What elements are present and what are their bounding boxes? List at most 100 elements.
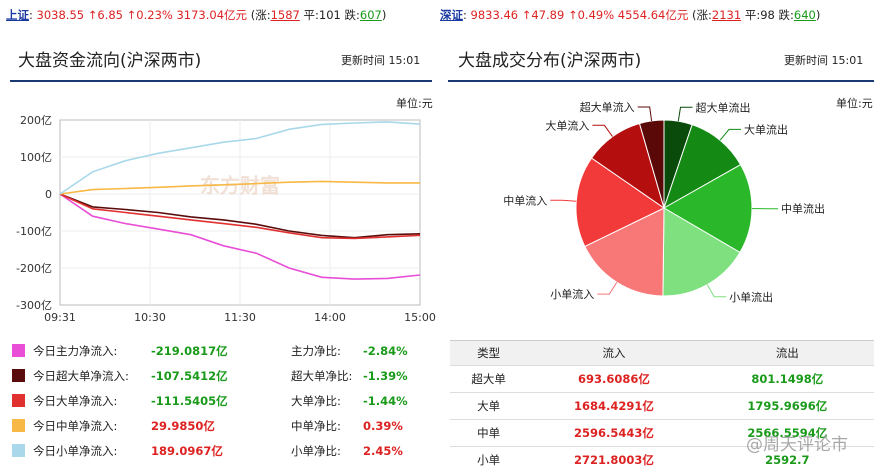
sh-up-label: 涨: xyxy=(255,8,270,22)
sh-up-count[interactable]: 1587 xyxy=(271,8,300,22)
sh-flat-label: 平: xyxy=(304,8,319,22)
legend-swatch xyxy=(12,344,25,357)
legend-swatch xyxy=(12,419,25,432)
sh-flat-count: 101 xyxy=(319,8,341,22)
fund-flow-update: 更新时间 15:01 xyxy=(341,52,420,68)
pie-leader-line xyxy=(550,200,576,201)
legend-ratio-value: 0.39% xyxy=(363,419,403,433)
table-row: 超大单 693.6086亿 801.1498亿 xyxy=(450,366,874,393)
sz-down-label: 跌: xyxy=(779,8,794,22)
fund-flow-title: 大盘资金流向(沪深两市) xyxy=(18,46,201,71)
legend-value: -111.5405亿 xyxy=(151,393,291,409)
y-tick-label: 200亿 xyxy=(20,114,52,127)
update-time: 15:01 xyxy=(389,54,421,67)
sh-index-link[interactable]: 上证 xyxy=(6,8,29,22)
legend-ratio-label: 主力净比: xyxy=(291,343,363,359)
sh-change: ↑6.85 xyxy=(88,8,123,22)
x-tick-label: 15:00 xyxy=(404,311,436,324)
legend-label: 今日超大单净流入: xyxy=(33,368,151,384)
sh-price: 3038.55 xyxy=(37,8,85,22)
volume-dist-title: 大盘成交分布(沪深两市) xyxy=(458,46,641,71)
legend-row: 今日超大单净流入:-107.5412亿超大单净比:-1.39% xyxy=(12,363,408,388)
legend-row: 今日中单净流入:29.9850亿中单净比:0.39% xyxy=(12,413,403,438)
row-type: 中单 xyxy=(450,420,527,447)
legend-label: 今日中单净流入: xyxy=(33,418,151,434)
legend-value: -219.0817亿 xyxy=(151,343,291,359)
legend-swatch xyxy=(12,394,25,407)
legend-ratio-value: -2.84% xyxy=(363,344,408,358)
sh-pct: ↑0.23% xyxy=(127,8,173,22)
legend-row: 今日主力净流入:-219.0817亿主力净比:-2.84% xyxy=(12,338,408,363)
sz-flat-label: 平: xyxy=(745,8,760,22)
pie-slice-label: 中单流出 xyxy=(781,202,825,216)
legend-row: 今日大单净流入:-111.5405亿大单净比:-1.44% xyxy=(12,388,408,413)
row-outflow: 801.1498亿 xyxy=(701,366,874,393)
sz-price: 9833.46 xyxy=(471,8,519,22)
x-tick-label: 14:00 xyxy=(314,311,346,324)
legend-label: 今日小单净流入: xyxy=(33,443,151,459)
pie-slice-label: 大单流入 xyxy=(545,118,589,132)
sz-index-ticker: 深证: 9833.46 ↑47.89 ↑0.49% 4554.64亿元 (涨:2… xyxy=(440,0,870,30)
row-type: 大单 xyxy=(450,393,527,420)
sh-index-ticker: 上证: 3038.55 ↑6.85 ↑0.23% 3173.04亿元 (涨:15… xyxy=(6,0,436,30)
legend-ratio-value: 2.45% xyxy=(363,444,403,458)
left-divider xyxy=(10,80,432,82)
pie-leader-line xyxy=(638,107,652,121)
legend-ratio-label: 超大单净比: xyxy=(291,368,363,384)
sz-index-link[interactable]: 深证 xyxy=(440,8,463,22)
sz-down-count[interactable]: 640 xyxy=(794,8,816,22)
sz-change: ↑47.89 xyxy=(522,8,565,22)
sh-down-count[interactable]: 607 xyxy=(360,8,382,22)
sz-pct: ↑0.49% xyxy=(568,8,614,22)
legend-swatch xyxy=(12,444,25,457)
row-inflow: 1684.4291亿 xyxy=(527,393,700,420)
col-in-header: 流入 xyxy=(527,341,700,366)
pie-leader-line xyxy=(597,282,617,294)
legend-swatch xyxy=(12,369,25,382)
row-inflow: 2721.8003亿 xyxy=(527,447,700,473)
pie-leader-line xyxy=(678,107,692,121)
pie-slice-label: 中单流入 xyxy=(503,193,547,207)
pie-leader-line xyxy=(720,129,741,140)
col-type-header: 类型 xyxy=(450,341,527,366)
pie-slice-label: 小单流出 xyxy=(729,290,773,304)
weibo-watermark: @周天评论市 xyxy=(746,430,848,455)
row-type: 小单 xyxy=(450,447,527,473)
update-label: 更新时间 xyxy=(341,54,385,67)
y-tick-label: 0 xyxy=(45,188,52,201)
legend-ratio-label: 小单净比: xyxy=(291,443,363,459)
table-row: 大单 1684.4291亿 1795.9696亿 xyxy=(450,393,874,420)
volume-dist-update: 更新时间 15:01 xyxy=(784,52,863,68)
legend-ratio-value: -1.39% xyxy=(363,369,408,383)
row-type: 超大单 xyxy=(450,366,527,393)
legend-label: 今日主力净流入: xyxy=(33,343,151,359)
row-inflow: 2596.5443亿 xyxy=(527,420,700,447)
legend-ratio-label: 中单净比: xyxy=(291,418,363,434)
update-time: 15:01 xyxy=(832,54,864,67)
y-tick-label: 100亿 xyxy=(20,151,52,164)
sz-up-count[interactable]: 2131 xyxy=(712,8,741,22)
pie-leader-line xyxy=(707,285,726,297)
sh-down-label: 跌: xyxy=(345,8,360,22)
sz-amount: 4554.64亿元 xyxy=(618,8,689,22)
right-divider xyxy=(448,80,874,82)
legend-row: 今日小单净流入:189.0967亿小单净比:2.45% xyxy=(12,438,403,463)
x-tick-label: 10:30 xyxy=(134,311,166,324)
update-label: 更新时间 xyxy=(784,54,828,67)
x-tick-label: 11:30 xyxy=(224,311,256,324)
sz-up-label: 涨: xyxy=(697,8,712,22)
x-tick-label: 09:31 xyxy=(44,311,76,324)
legend-ratio-value: -1.44% xyxy=(363,394,408,408)
y-tick-label: -200亿 xyxy=(16,262,52,275)
legend-value: -107.5412亿 xyxy=(151,368,291,384)
legend-value: 29.9850亿 xyxy=(151,418,291,434)
legend-ratio-label: 大单净比: xyxy=(291,393,363,409)
y-tick-label: -100亿 xyxy=(16,225,52,238)
table-header-row: 类型 流入 流出 xyxy=(450,341,874,366)
legend-label: 今日大单净流入: xyxy=(33,393,151,409)
pie-slice-label: 超大单流出 xyxy=(696,100,751,114)
pie-slice-label: 小单流入 xyxy=(550,287,594,301)
col-out-header: 流出 xyxy=(701,341,874,366)
